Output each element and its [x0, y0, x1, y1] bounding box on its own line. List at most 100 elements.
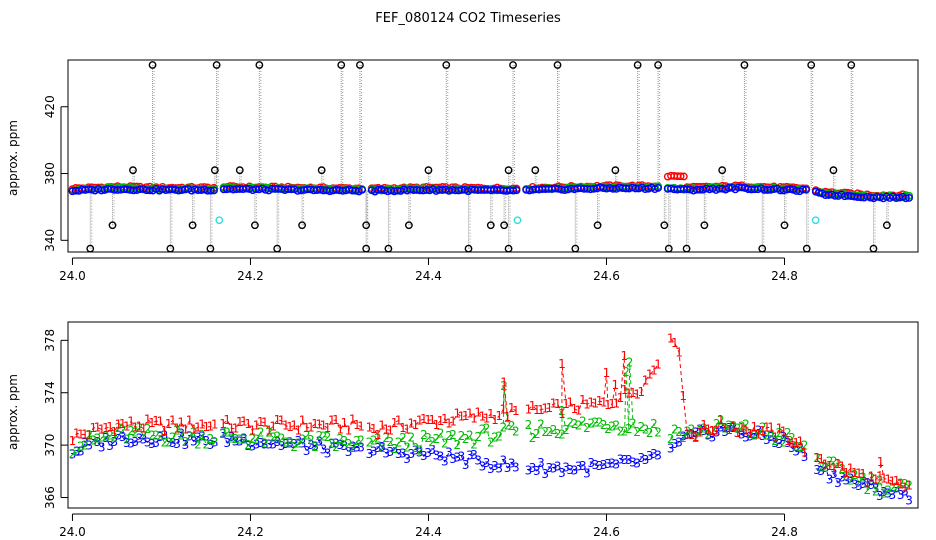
series-3-marker: 3 — [571, 463, 579, 477]
series-1-marker: 1 — [403, 423, 411, 437]
series-3-marker: 3 — [679, 429, 687, 443]
series-2-marker: 2 — [357, 433, 365, 447]
series-1-marker: 1 — [73, 426, 81, 440]
series-1-marker: 1 — [671, 336, 679, 350]
top-plot-frame — [67, 59, 919, 253]
series-2-marker: 2 — [437, 427, 445, 441]
series-3-marker: 3 — [261, 438, 269, 452]
series-1-marker: 1 — [278, 414, 286, 428]
series-1-marker: 1 — [190, 422, 198, 436]
series-1-marker: 1 — [709, 424, 717, 438]
series-1-marker: 1 — [420, 412, 428, 426]
series-2-marker: 2 — [198, 428, 206, 442]
series-3-marker: 3 — [776, 437, 784, 451]
series-1-marker: 1 — [600, 395, 608, 409]
series-3-marker: 3 — [161, 428, 169, 442]
series-1-marker: 1 — [433, 418, 441, 432]
series-3-marker: 3 — [441, 455, 449, 469]
series-1-marker: 1 — [131, 420, 139, 434]
series-1-marker: 1 — [182, 423, 190, 437]
series-3-marker: 3 — [495, 462, 503, 476]
blue-series-point — [901, 194, 910, 203]
series-1-marker: 1 — [688, 428, 696, 442]
series-1-marker: 1 — [500, 402, 508, 416]
series-2-marker: 2 — [257, 425, 265, 439]
series-1-marker: 1 — [817, 452, 825, 466]
series-1-marker: 1 — [525, 402, 533, 416]
series-1-marker: 1 — [453, 406, 461, 420]
series-2-marker: 2 — [562, 423, 570, 437]
series-3-marker: 3 — [148, 437, 156, 451]
outlier-point — [700, 221, 709, 230]
series-1-marker: 1 — [603, 366, 611, 380]
series-3-marker: 3 — [675, 436, 683, 450]
series-2-marker: 2 — [901, 477, 909, 491]
outlier-point — [255, 61, 264, 69]
top-y-tick-label: 380 — [43, 162, 57, 185]
series-1-marker: 1 — [474, 405, 482, 419]
series-1-marker: 1 — [834, 457, 842, 471]
blue-series-point — [905, 194, 913, 202]
series-3-marker: 3 — [855, 479, 863, 493]
series-1-marker: 1 — [575, 404, 583, 418]
series-2-marker: 2 — [177, 428, 185, 442]
series-1-marker: 1 — [571, 402, 579, 416]
series-1-marker: 1 — [286, 420, 294, 434]
series-2-marker: 2 — [190, 426, 198, 440]
series-2-marker: 2 — [399, 431, 407, 445]
series-3-marker: 3 — [721, 425, 729, 439]
series-2-marker: 2 — [575, 419, 583, 433]
series-1-marker: 1 — [123, 420, 131, 434]
series-2-marker: 2 — [127, 424, 135, 438]
series-2-marker: 2 — [600, 418, 608, 432]
series-3-marker: 3 — [847, 472, 855, 486]
top-x-tick-label: 24.6 — [593, 269, 620, 283]
series-1-marker: 1 — [638, 385, 646, 399]
top-panel-axes: 24.0 24.2 24.4 24.6 24.8 340 380 420 — [43, 59, 919, 283]
series-2-marker: 2 — [851, 468, 859, 482]
series-2-marker: 2 — [315, 429, 323, 443]
series-2-marker: 2 — [550, 423, 558, 437]
series-1-marker: 1 — [357, 420, 365, 434]
series-3-marker: 3 — [202, 434, 210, 448]
series-3-marker: 3 — [257, 436, 265, 450]
series-3-marker: 3 — [353, 441, 361, 455]
series-1-marker: 1 — [399, 421, 407, 435]
series-2-marker: 2 — [94, 432, 102, 446]
series-2-marker: 2 — [667, 432, 675, 446]
outlier-point — [531, 166, 540, 175]
series-3-marker: 3 — [295, 434, 303, 448]
series-3-marker: 3 — [458, 450, 466, 464]
series-3-marker: 3 — [633, 457, 641, 471]
series-1-marker: 1 — [679, 389, 687, 403]
series-1-marker: 1 — [746, 427, 754, 441]
series-1-marker: 1 — [612, 378, 620, 392]
series-3-marker: 3 — [474, 453, 482, 467]
series-2-marker: 2 — [299, 432, 307, 446]
series-3-marker: 3 — [771, 436, 779, 450]
series-1-line — [528, 356, 659, 415]
series-3-marker: 3 — [299, 436, 307, 450]
series-3-marker: 3 — [194, 430, 202, 444]
series-3-marker: 3 — [127, 437, 135, 451]
series-1-marker: 1 — [604, 398, 612, 412]
series-3-marker: 3 — [533, 464, 541, 478]
series-3-marker: 3 — [232, 434, 240, 448]
series-2-marker: 2 — [612, 419, 620, 433]
series-2-marker: 2 — [328, 436, 336, 450]
series-1-marker: 1 — [232, 421, 240, 435]
series-1-marker: 1 — [642, 374, 650, 388]
outlier-point — [188, 221, 197, 230]
series-3-marker: 3 — [152, 436, 160, 450]
series-1-marker: 1 — [725, 423, 733, 437]
series-3-marker: 3 — [136, 432, 144, 446]
series-1-marker: 1 — [692, 430, 700, 444]
series-2-marker: 2 — [742, 417, 750, 431]
series-3-marker: 3 — [893, 481, 901, 495]
series-3-marker: 3 — [617, 453, 625, 467]
series-1-marker: 1 — [629, 386, 637, 400]
series-1-marker: 1 — [554, 397, 562, 411]
series-1-marker: 1 — [750, 420, 758, 434]
series-2-marker: 2 — [140, 429, 148, 443]
series-1-marker: 1 — [767, 421, 775, 435]
